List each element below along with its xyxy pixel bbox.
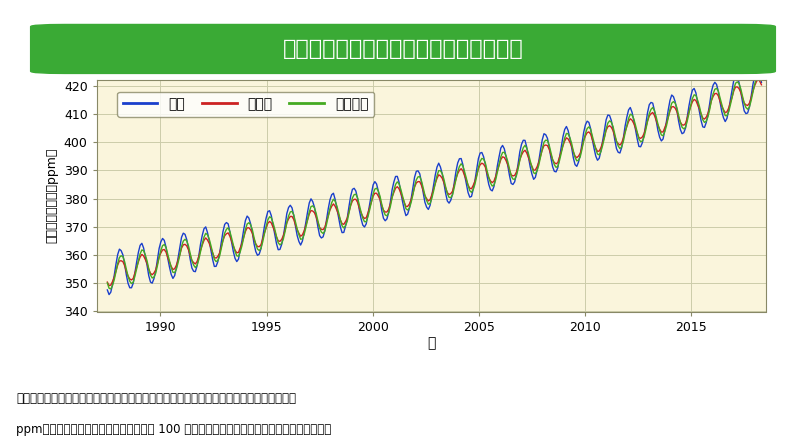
与那国島 xyxy=(106,286,115,291)
Line: 与那国島: 与那国島 xyxy=(107,75,762,289)
南鳥島 xyxy=(465,186,475,191)
南鳥島 xyxy=(753,77,762,82)
Text: 気象庁が綾里、南鳥島、与那国島で観測した大気中の二酸化炭素月平均濃度の経年変化。: 気象庁が綾里、南鳥島、与那国島で観測した大気中の二酸化炭素月平均濃度の経年変化。 xyxy=(16,392,296,405)
与那国島 xyxy=(757,78,767,83)
南鳥島 xyxy=(102,279,112,285)
南鳥島 xyxy=(492,168,502,173)
Line: 南鳥島: 南鳥島 xyxy=(107,79,762,286)
Line: 綾里: 綾里 xyxy=(107,68,762,295)
与那国島 xyxy=(102,280,112,286)
与那国島 xyxy=(589,140,599,145)
綾里 xyxy=(104,292,114,297)
与那国島 xyxy=(396,186,405,192)
Y-axis label: 二酸化炭素濃度（ppm）: 二酸化炭素濃度（ppm） xyxy=(45,148,58,243)
与那国島 xyxy=(492,170,502,175)
綾里 xyxy=(222,220,231,225)
南鳥島 xyxy=(589,141,599,146)
Text: ppm（ピーピーエム）は、大気中の分子 100 万個中にある対象物質の個数を表す単位です。: ppm（ピーピーエム）は、大気中の分子 100 万個中にある対象物質の個数を表す… xyxy=(16,423,331,436)
南鳥島 xyxy=(222,231,231,236)
綾里 xyxy=(753,65,762,71)
FancyBboxPatch shape xyxy=(31,24,775,73)
与那国島 xyxy=(465,188,475,193)
南鳥島 xyxy=(604,123,614,129)
X-axis label: 年: 年 xyxy=(427,336,435,350)
Legend: 綾里, 南鳥島, 与那国島: 綾里, 南鳥島, 与那国島 xyxy=(117,92,374,117)
南鳥島 xyxy=(396,190,405,196)
南鳥島 xyxy=(104,283,114,288)
綾里 xyxy=(465,194,475,200)
Text: 国内の大気中二酸化炭素濃度の経年変化: 国内の大気中二酸化炭素濃度の経年変化 xyxy=(283,39,523,59)
綾里 xyxy=(396,189,405,194)
綾里 xyxy=(757,80,767,85)
与那国島 xyxy=(604,118,614,124)
綾里 xyxy=(604,113,614,118)
綾里 xyxy=(589,146,599,151)
綾里 xyxy=(492,163,502,168)
与那国島 xyxy=(753,72,762,77)
南鳥島 xyxy=(757,82,767,88)
綾里 xyxy=(102,287,112,293)
与那国島 xyxy=(222,227,231,232)
